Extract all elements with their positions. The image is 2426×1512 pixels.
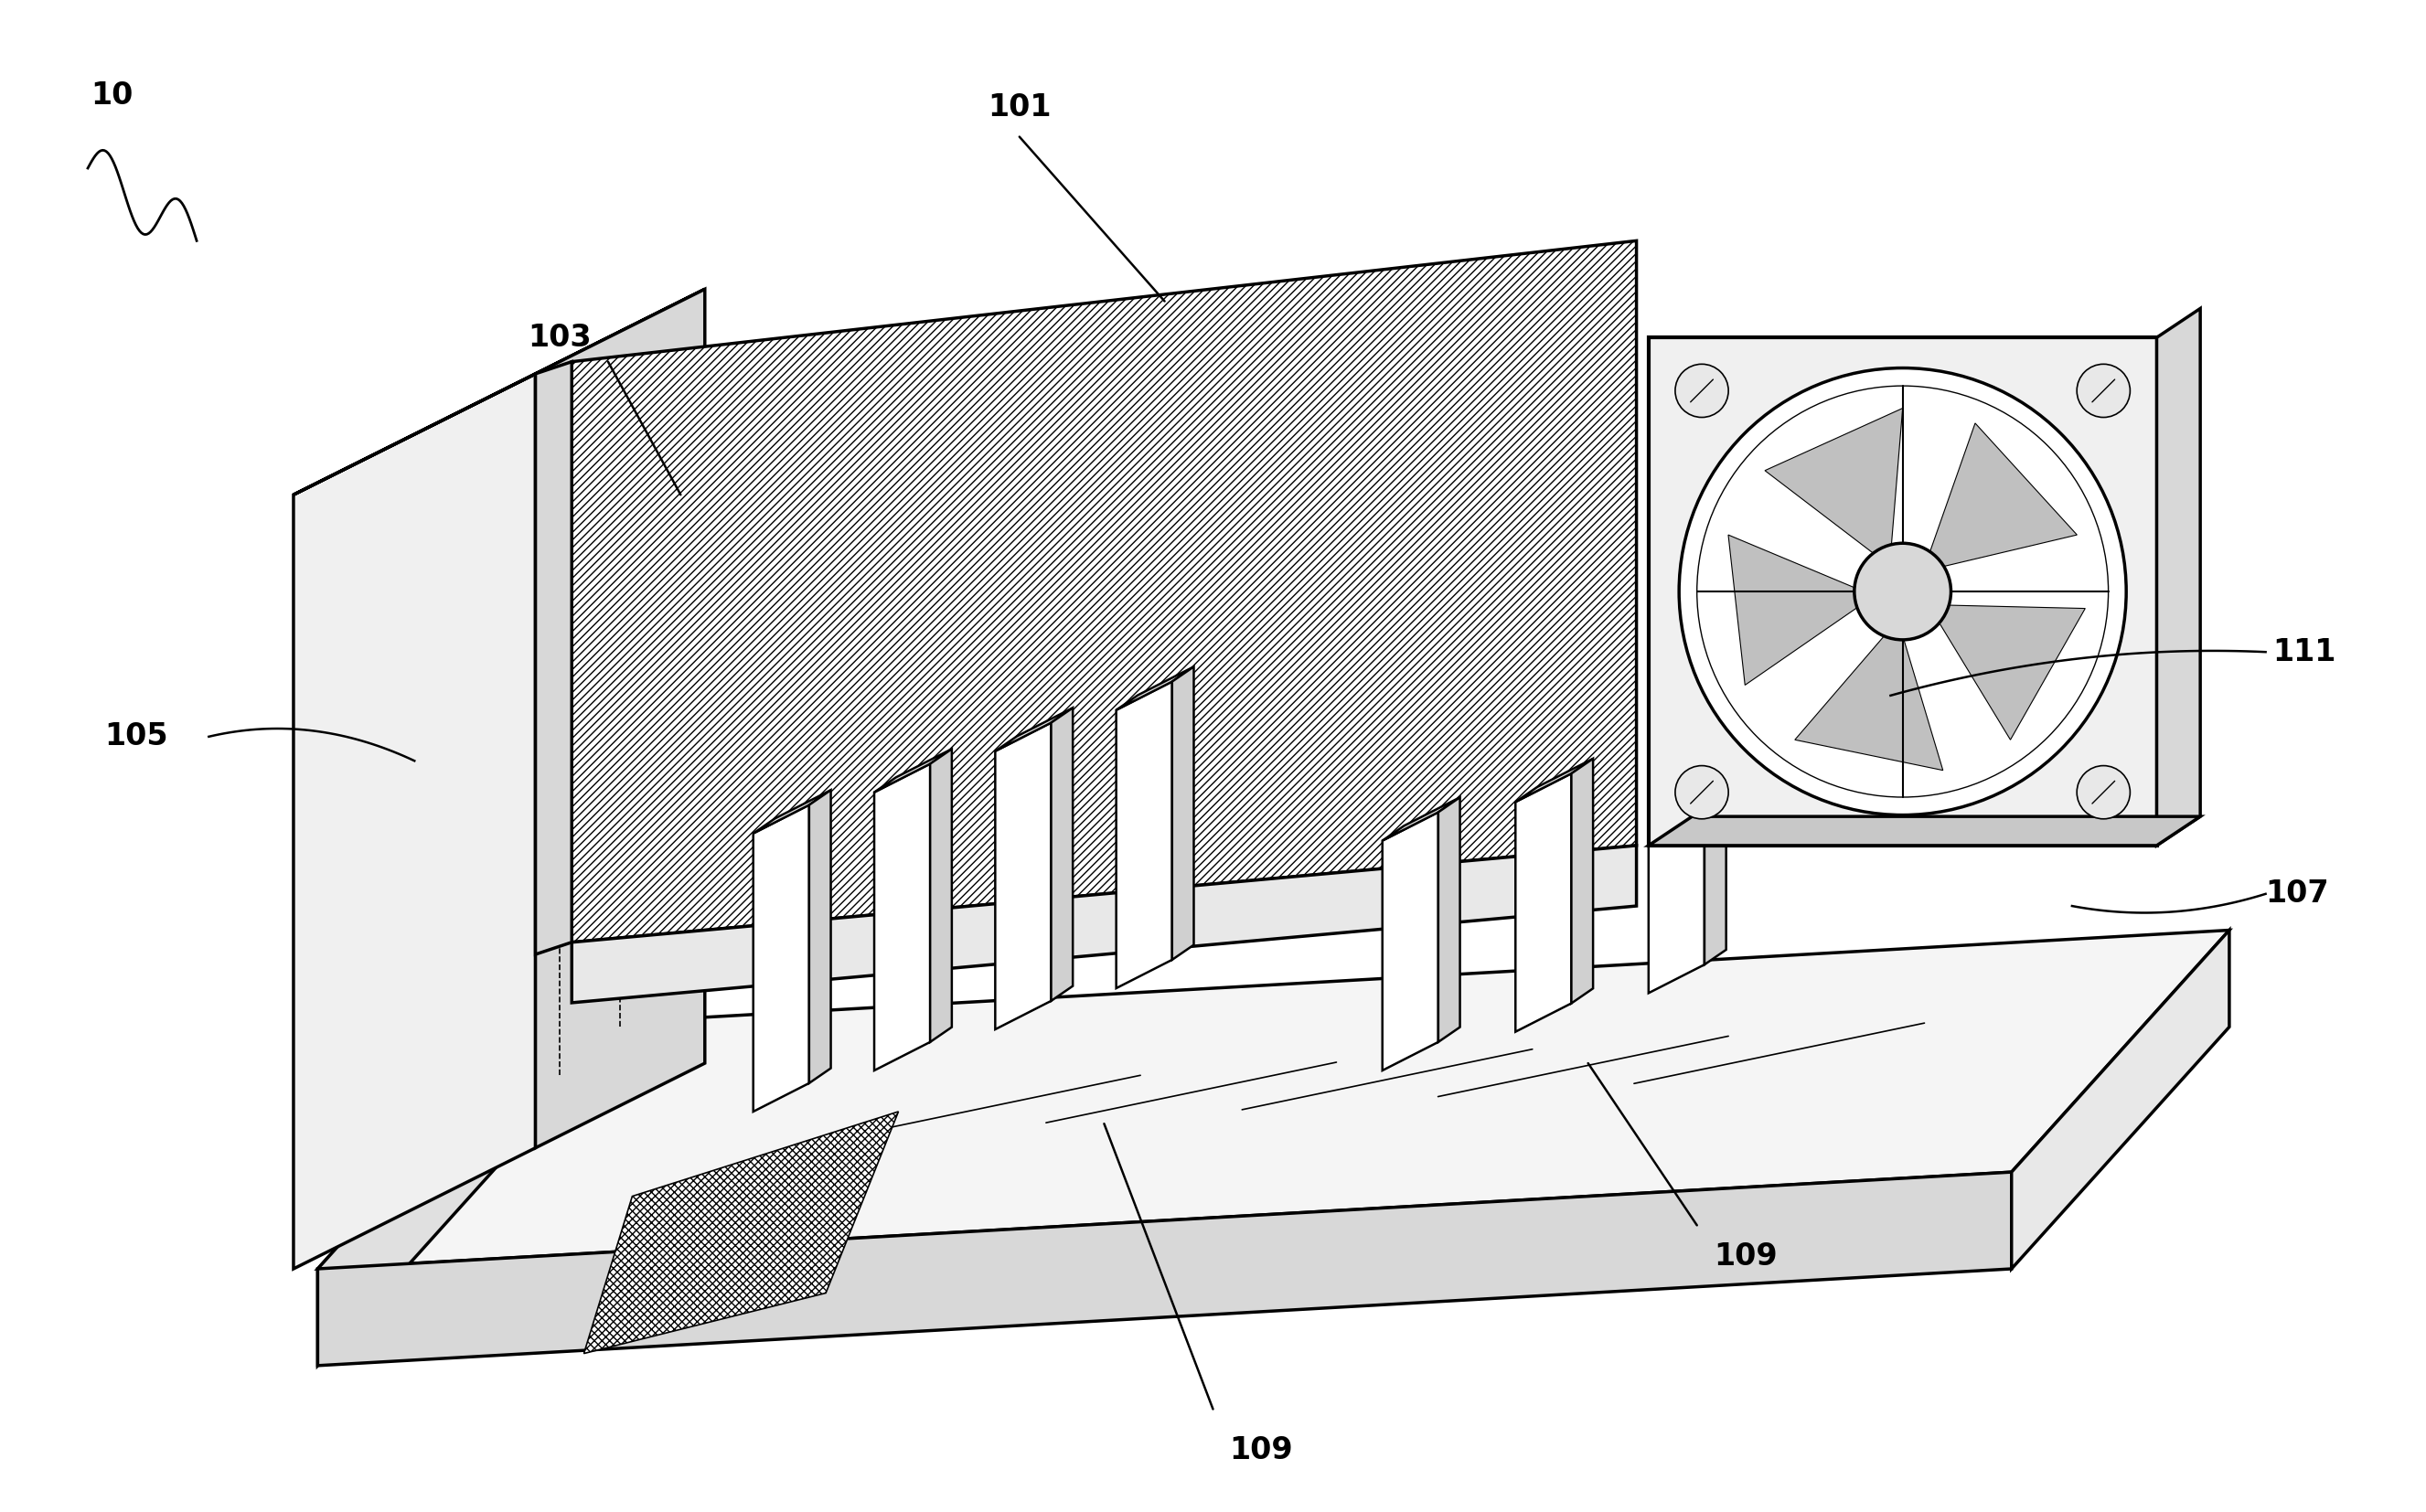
Polygon shape <box>995 708 1072 751</box>
Polygon shape <box>1926 423 2077 569</box>
Text: 105: 105 <box>104 721 167 751</box>
Polygon shape <box>1727 535 1863 685</box>
Polygon shape <box>318 1027 536 1365</box>
Polygon shape <box>318 930 2229 1269</box>
Text: 109: 109 <box>1713 1241 1778 1272</box>
Polygon shape <box>1650 720 1727 764</box>
Polygon shape <box>1439 797 1460 1042</box>
Polygon shape <box>1516 759 1594 801</box>
Polygon shape <box>1116 667 1194 711</box>
Polygon shape <box>752 804 810 1111</box>
Polygon shape <box>873 764 929 1070</box>
Polygon shape <box>1572 759 1594 1004</box>
Polygon shape <box>929 748 951 1042</box>
Polygon shape <box>2011 930 2229 1269</box>
Circle shape <box>1853 543 1951 640</box>
Polygon shape <box>1650 816 2200 845</box>
Circle shape <box>1679 367 2125 815</box>
Polygon shape <box>1383 797 1460 841</box>
Polygon shape <box>1516 774 1572 1031</box>
Polygon shape <box>536 289 706 1148</box>
Polygon shape <box>752 791 830 833</box>
Polygon shape <box>1650 337 2157 845</box>
Polygon shape <box>1795 629 1943 770</box>
Text: 107: 107 <box>2266 878 2329 909</box>
Polygon shape <box>873 748 951 792</box>
Polygon shape <box>318 1172 2011 1365</box>
Polygon shape <box>1116 682 1172 989</box>
Polygon shape <box>585 1111 898 1353</box>
Polygon shape <box>694 361 730 918</box>
Polygon shape <box>294 289 706 494</box>
Polygon shape <box>2157 308 2200 845</box>
Polygon shape <box>573 240 1638 942</box>
Text: 103: 103 <box>529 322 592 352</box>
Circle shape <box>1696 386 2108 797</box>
Polygon shape <box>573 845 1638 1002</box>
Polygon shape <box>1650 735 1705 993</box>
Polygon shape <box>1383 812 1439 1070</box>
Polygon shape <box>1050 708 1072 1001</box>
Polygon shape <box>536 361 573 954</box>
Polygon shape <box>1172 667 1194 960</box>
Text: 101: 101 <box>987 92 1050 122</box>
Text: 10: 10 <box>90 80 133 110</box>
Circle shape <box>1676 364 1727 417</box>
Polygon shape <box>1764 408 1902 558</box>
Polygon shape <box>810 791 830 1083</box>
Text: 109: 109 <box>1230 1435 1293 1465</box>
Polygon shape <box>294 373 536 1269</box>
Circle shape <box>1676 765 1727 820</box>
Polygon shape <box>995 723 1050 1030</box>
Polygon shape <box>1936 605 2086 739</box>
Circle shape <box>2077 765 2130 820</box>
Polygon shape <box>1705 720 1727 965</box>
Circle shape <box>2077 364 2130 417</box>
Text: 111: 111 <box>2273 637 2336 667</box>
